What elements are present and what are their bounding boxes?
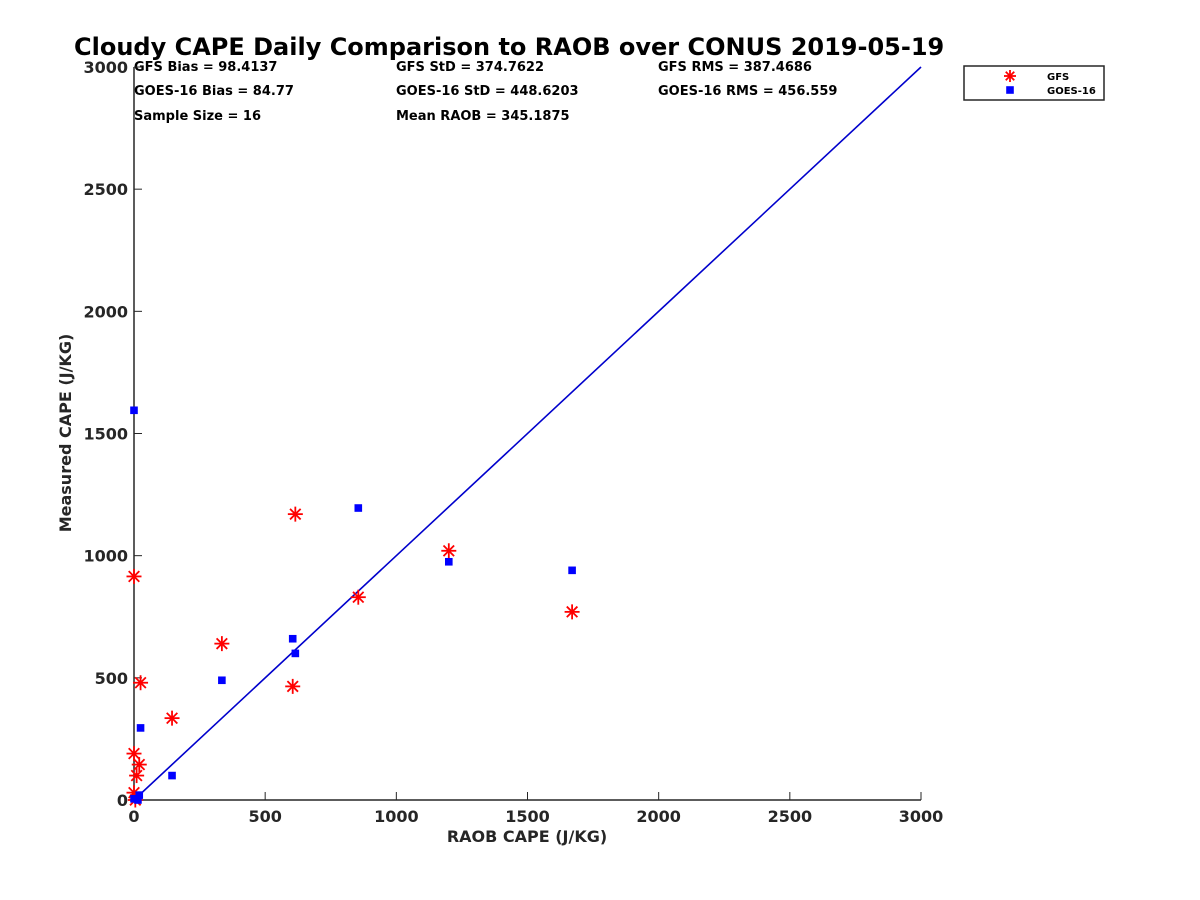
legend-gfs-label: GFS <box>1047 72 1069 83</box>
goes-16-point <box>130 794 138 803</box>
gfs-point <box>164 710 180 726</box>
gfs-point <box>131 757 147 773</box>
x-tick-label: 2000 <box>636 807 681 826</box>
axes: 0 500 1000 1500 2000 2500 3000 0 500 1000 1500 2000… <box>83 58 943 826</box>
gfs-point <box>285 678 301 694</box>
gfs-point <box>214 636 230 652</box>
gfs-point <box>564 604 580 620</box>
goes-16-point <box>135 791 144 799</box>
statistics-annotations: GFS Bias = 98.4137 GFS StD = 374.7622 GFS … <box>134 60 837 124</box>
x-tick-label: 2500 <box>768 807 813 826</box>
gfs-point <box>126 568 142 584</box>
reference-line-group <box>133 66 922 801</box>
goes-16-point <box>130 406 138 415</box>
gfs-point <box>350 589 366 605</box>
x-tick-label: 0 <box>128 807 139 826</box>
stat-annotation: GOES-16 Bias = 84.77 <box>134 84 294 99</box>
x-axis-label: RAOB CAPE (J/KG) <box>447 827 607 846</box>
goes-16-point <box>291 649 300 658</box>
gfs-point <box>287 506 303 522</box>
chart-title: Cloudy CAPE Daily Comparison to RAOB ove… <box>74 33 944 61</box>
goes-16-point <box>134 796 142 804</box>
legend: GFS GOES-16 <box>963 65 1105 101</box>
goes-16-point <box>168 771 176 780</box>
stat-annotation: GFS StD = 374.7622 <box>396 60 544 75</box>
legend-box <box>963 65 1105 101</box>
y-tick-label: 0 <box>117 791 128 810</box>
goes-16-point <box>288 634 297 643</box>
y-tick-label: 3000 <box>83 58 128 77</box>
stat-annotation: GFS RMS = 387.4686 <box>658 60 812 75</box>
goes-16-point <box>568 566 576 575</box>
stat-annotation: GOES-16 RMS = 456.559 <box>658 84 837 99</box>
goes-16-point <box>354 504 363 512</box>
y-tick-label: 1500 <box>83 425 128 444</box>
stat-annotation: Sample Size = 16 <box>134 109 261 124</box>
x-tick-label: 1000 <box>374 807 419 826</box>
stat-annotation: GFS Bias = 98.4137 <box>134 60 277 75</box>
y-tick-label: 500 <box>95 669 128 688</box>
legend-gfs-marker <box>1004 70 1016 82</box>
goes-16-point <box>136 724 145 732</box>
stat-annotation: Mean RAOB = 345.1875 <box>396 109 570 124</box>
gfs-point <box>126 746 142 762</box>
goes-16-point <box>445 557 453 566</box>
y-tick-label: 2500 <box>83 180 128 199</box>
legend-goes-16-marker <box>1006 86 1014 94</box>
gfs-point <box>129 768 145 784</box>
x-tick-label: 1500 <box>505 807 550 826</box>
x-tick-label: 3000 <box>899 807 944 826</box>
one-to-one-line <box>133 66 922 801</box>
x-tick-label: 500 <box>248 807 281 826</box>
y-axis-label: Measured CAPE (J/KG) <box>56 334 75 533</box>
goes-16-point <box>218 676 226 685</box>
data-points <box>126 406 580 808</box>
y-tick-label: 2000 <box>83 302 128 321</box>
gfs-point <box>441 543 457 559</box>
stat-annotation: GOES-16 StD = 448.6203 <box>396 84 579 99</box>
y-tick-label: 1000 <box>83 547 128 566</box>
legend-goes-16-label: GOES-16 <box>1047 86 1096 97</box>
gfs-point <box>133 675 149 691</box>
